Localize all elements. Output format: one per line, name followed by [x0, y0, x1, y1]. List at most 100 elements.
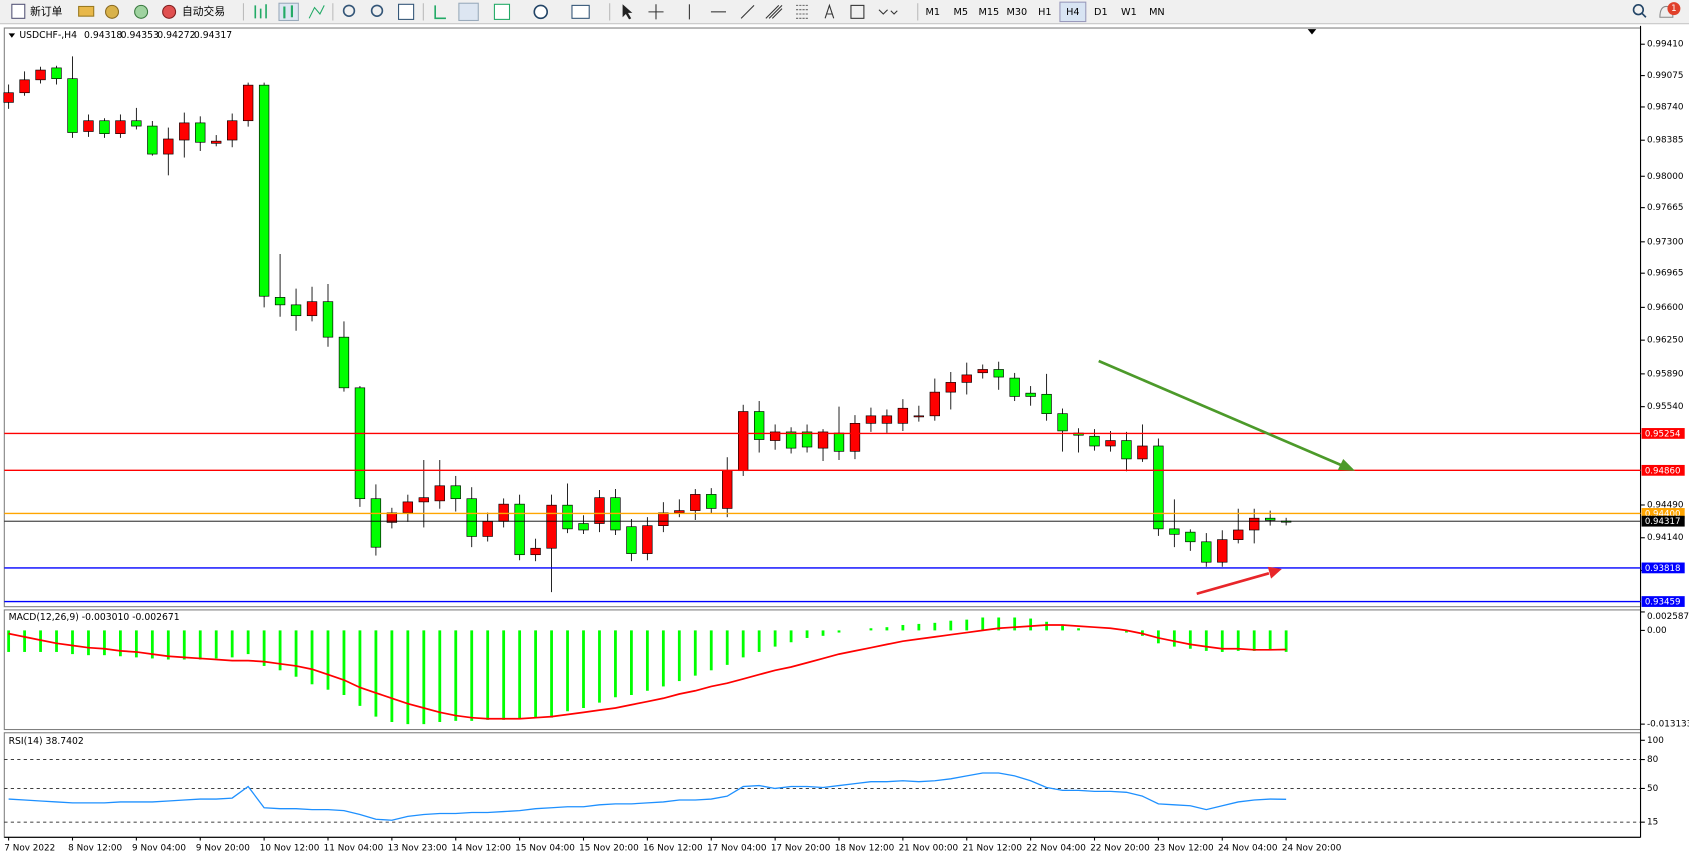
price-level-tag: 0.94400 [1641, 508, 1685, 519]
chart-shift-button[interactable] [458, 2, 479, 22]
candle-body [83, 120, 94, 132]
candle-body [945, 382, 956, 393]
price-level-box [1641, 562, 1685, 574]
header-high: 0.94353 [121, 30, 159, 41]
periods-button[interactable] [533, 4, 549, 20]
toolbar-icon[interactable] [78, 5, 95, 17]
candle-body [833, 432, 845, 452]
price-level-label: 0.93818 [1645, 564, 1681, 574]
text-button[interactable] [824, 3, 835, 19]
x-tick-label: 15 Nov 20:00 [579, 844, 639, 854]
x-tick-label: 7 Nov 2022 [4, 844, 55, 854]
channel-button[interactable] [765, 5, 783, 19]
axis-group: 0.99410 0.99075 0.98740 0.98385 0.98000 0.976… [4, 40, 1689, 854]
x-tick-label: 13 Nov 23:00 [388, 844, 448, 854]
trend-arrow-green [1098, 359, 1343, 467]
price-level-label: 0.94400 [1645, 509, 1681, 519]
candle-body [514, 503, 525, 556]
y-tick-label: 100 [1647, 736, 1664, 746]
rsi-panel [3, 732, 1642, 838]
candle-body [195, 122, 206, 143]
candle-body [99, 120, 110, 134]
price-level-box [1641, 464, 1685, 476]
candle-body [913, 415, 925, 418]
y-tick-label: 0.00 [1647, 626, 1667, 636]
indicators-button[interactable] [493, 3, 511, 20]
timeframe-button[interactable]: H4 [1066, 7, 1079, 18]
candle-body [1137, 445, 1148, 460]
toolbar-icon[interactable] [134, 4, 149, 19]
autoscroll-button[interactable] [434, 5, 446, 20]
timeframe-button[interactable]: M15 [978, 7, 999, 18]
candle-chart-button[interactable] [278, 2, 299, 22]
candle-body [578, 523, 589, 531]
cursor-button[interactable] [622, 4, 633, 20]
zoom-in-button[interactable] [342, 4, 356, 17]
templates-button[interactable] [571, 4, 590, 19]
main-chart: 0.99410 0.99075 0.98740 0.98385 0.98000 0.976… [3, 40, 1689, 854]
timeframe-button[interactable]: M30 [1007, 7, 1028, 18]
candle-body [354, 387, 366, 500]
candle-body [1185, 531, 1196, 543]
price-level-box [1641, 508, 1685, 519]
toolbar: 新订单 自动交易 M1 M5 M15 M30 H1 H4 D1 W1 MN [0, 0, 1689, 25]
label-button[interactable] [850, 4, 865, 19]
tile-button[interactable] [398, 3, 415, 20]
price-level-label: 0.94317 [1645, 517, 1681, 527]
new-order-icon[interactable] [11, 3, 26, 19]
x-tick-label: 17 Nov 04:00 [707, 844, 767, 854]
x-tick-label: 21 Nov 12:00 [962, 844, 1022, 854]
y-tick-label: 0.002587 [1647, 612, 1689, 622]
y-tick-label: 0.98740 [1647, 102, 1684, 112]
fibo-button[interactable] [796, 4, 809, 19]
auto-trading-icon[interactable] [162, 4, 177, 19]
x-tick-label: 10 Nov 12:00 [260, 844, 320, 854]
header-low: 0.94272 [157, 30, 195, 41]
candle-body [658, 512, 669, 527]
candle-body [67, 78, 78, 133]
timeframe-button[interactable]: W1 [1121, 7, 1137, 18]
candle-body [865, 415, 877, 424]
timeframe-button[interactable]: MN [1149, 7, 1165, 18]
candle-body [370, 498, 382, 548]
price-level-label: 0.93459 [1645, 598, 1681, 608]
y-tick-label: 0.99410 [1647, 40, 1684, 50]
y-tick-label: 50 [1647, 784, 1659, 794]
y-tick-label: -0.013133 [1647, 720, 1689, 730]
crosshair-button[interactable] [648, 4, 664, 20]
x-tick-label: 21 Nov 00:00 [899, 844, 959, 854]
timeframe-button[interactable]: D1 [1094, 7, 1108, 18]
arrowhead-red [1267, 566, 1282, 579]
new-order-button[interactable]: 新订单 [30, 5, 63, 18]
toolbar-icon[interactable] [105, 4, 120, 19]
candle-body [434, 485, 445, 502]
trendline-button[interactable] [740, 5, 755, 19]
candle-body [1153, 445, 1164, 530]
x-tick-label: 15 Nov 04:00 [515, 844, 575, 854]
candle-body [306, 301, 318, 317]
shift-marker[interactable] [1307, 29, 1317, 35]
active-timeframe-bg [1059, 1, 1087, 23]
price-level-label: 0.95254 [1645, 429, 1681, 439]
zoom-out-button[interactable] [370, 4, 384, 17]
candle-body [1169, 528, 1180, 535]
candle-body [1264, 517, 1276, 521]
candle-body [817, 431, 829, 449]
price-level-box [1641, 596, 1685, 607]
candle-body [35, 69, 46, 81]
bar-chart-button[interactable] [254, 4, 267, 19]
arrows-button[interactable] [878, 9, 898, 15]
candle-body [769, 431, 781, 441]
search-button[interactable] [1632, 4, 1645, 16]
timeframe-button[interactable]: H1 [1038, 7, 1051, 18]
timeframe-button[interactable]: M1 [926, 7, 941, 18]
menu-triangle[interactable] [8, 33, 16, 38]
header-close: 0.94317 [194, 30, 232, 41]
timeframe-button[interactable]: M5 [954, 7, 969, 18]
line-chart-button[interactable] [308, 5, 325, 19]
auto-trading-button[interactable]: 自动交易 [182, 5, 225, 18]
candle-body [738, 411, 749, 472]
y-tick-label: 0.94490 [1647, 500, 1684, 510]
x-tick-label: 8 Nov 12:00 [68, 844, 122, 854]
